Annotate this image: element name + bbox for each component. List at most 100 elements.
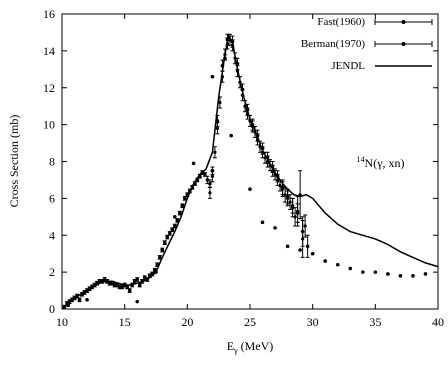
x-tick-label: 35 [369, 315, 381, 329]
extra-data-point [260, 220, 265, 225]
x-tick-label: 40 [432, 315, 444, 329]
legend-label-fast: Fast(1960) [317, 16, 365, 28]
extra-data-point [310, 251, 315, 256]
y-tick-label: 8 [49, 155, 55, 169]
extra-data-point [210, 74, 215, 79]
reaction-annotation: 14N(γ, xn) [357, 155, 405, 170]
berman-1970-point [170, 227, 175, 232]
berman-1970-point [142, 275, 147, 280]
berman-1970-point [203, 172, 207, 177]
extra-data-point [423, 272, 428, 276]
berman-1970-point [160, 248, 165, 252]
fast-1960-point [303, 224, 307, 228]
extra-data-point [323, 259, 328, 263]
legend: Fast(1960) Berman(1970) JENDL [301, 16, 433, 72]
berman-1970-point [280, 185, 285, 190]
y-tick-label: 10 [43, 118, 55, 132]
berman-1970-point [290, 203, 295, 208]
berman-1970-point [132, 279, 137, 284]
y-tick-label: 4 [49, 228, 55, 242]
berman-1970-point [295, 211, 300, 215]
fast-1960-point [218, 100, 222, 105]
x-axis-label: Eγ (MeV) [227, 339, 274, 355]
extra-data-point [285, 244, 290, 249]
legend-sample-berman [374, 41, 433, 47]
berman-1970-point [77, 297, 82, 302]
fast-1960-point [213, 150, 217, 154]
fast-1960-point [278, 183, 282, 188]
berman-1970-point [165, 235, 170, 239]
berman-1970-point [180, 203, 185, 208]
berman-1970-point [205, 178, 210, 182]
x-axis-label-base: E [227, 339, 234, 353]
legend-label-berman: Berman(1970) [301, 38, 365, 50]
x-axis-label-sub: γ [233, 346, 238, 355]
y-tick-label: 14 [43, 44, 55, 58]
extra-data-point [398, 274, 403, 278]
extra-data-point [154, 270, 158, 274]
berman-1970-point [107, 281, 112, 285]
y-axis-ticks: 0 2 4 6 8 10 12 14 16 [43, 7, 438, 316]
berman-1970-point [162, 240, 167, 245]
extra-data-point [348, 266, 353, 271]
berman-1970-point [173, 224, 177, 228]
berman-1970-point [175, 218, 180, 223]
legend-label-jendl: JENDL [331, 60, 365, 72]
x-tick-label: 20 [181, 315, 193, 329]
extra-data-point [173, 215, 177, 219]
extra-data-point [229, 133, 233, 138]
annotation-text: N(γ, xn) [365, 156, 405, 170]
berman-1970-point [157, 255, 162, 260]
jendl-line [61, 34, 439, 310]
x-tick-label: 15 [119, 315, 131, 329]
fast-1960-point [293, 215, 297, 219]
legend-sample-marker [401, 42, 406, 46]
extra-data-point [361, 270, 365, 274]
fast-1960-point [283, 193, 287, 197]
berman-1970-point [178, 211, 182, 215]
y-tick-label: 6 [49, 191, 55, 205]
annotation-superscript: 14 [357, 155, 365, 164]
x-tick-label: 10 [56, 315, 68, 329]
x-tick-label: 25 [244, 315, 256, 329]
y-axis-label: Cross Section (mb) [7, 115, 21, 208]
fast-1960-point [215, 126, 220, 130]
legend-sample-fast [374, 19, 433, 25]
fast-1960-point [208, 191, 212, 195]
berman-1970-point [125, 285, 129, 289]
extra-data-point [411, 274, 415, 278]
berman-1970-point [300, 229, 305, 234]
fast-1960-point [210, 174, 214, 178]
berman-1970-point [285, 194, 290, 199]
extra-data-point [191, 161, 196, 166]
extra-data-point [135, 299, 139, 304]
x-tick-label: 30 [307, 315, 319, 329]
extra-data-point [223, 56, 227, 61]
extra-data-point [373, 270, 378, 274]
extra-data-point [248, 187, 252, 191]
berman-1970-point [137, 283, 142, 287]
extra-data-point [66, 303, 71, 308]
berman-1970-point [183, 196, 187, 201]
berman-1970-point [167, 231, 172, 236]
berman-1970-point [305, 244, 310, 249]
fast-1960-point [288, 200, 292, 204]
berman-1970-point [102, 277, 107, 282]
x-axis-label-unit: (MeV) [241, 339, 274, 353]
extra-data-point [335, 262, 340, 267]
extra-data-point [85, 297, 89, 302]
extra-data-point [386, 272, 390, 276]
extra-data-point [298, 248, 302, 252]
berman-1970-point [115, 283, 119, 287]
y-tick-label: 16 [43, 7, 55, 21]
berman-1970-point [120, 285, 124, 289]
x-axis-ticks: 10 15 20 25 30 35 40 [56, 14, 444, 329]
series-layer [61, 33, 439, 310]
berman-1970-point [208, 181, 212, 186]
berman-1970-point [127, 288, 132, 293]
extra-data-point [185, 192, 190, 197]
y-tick-label: 12 [43, 81, 55, 95]
legend-sample-marker [401, 20, 406, 24]
berman-1970-point [112, 283, 117, 287]
